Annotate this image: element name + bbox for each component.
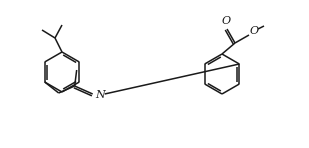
Text: N: N [95,90,104,100]
Text: O: O [222,16,231,26]
Text: O: O [249,26,259,36]
